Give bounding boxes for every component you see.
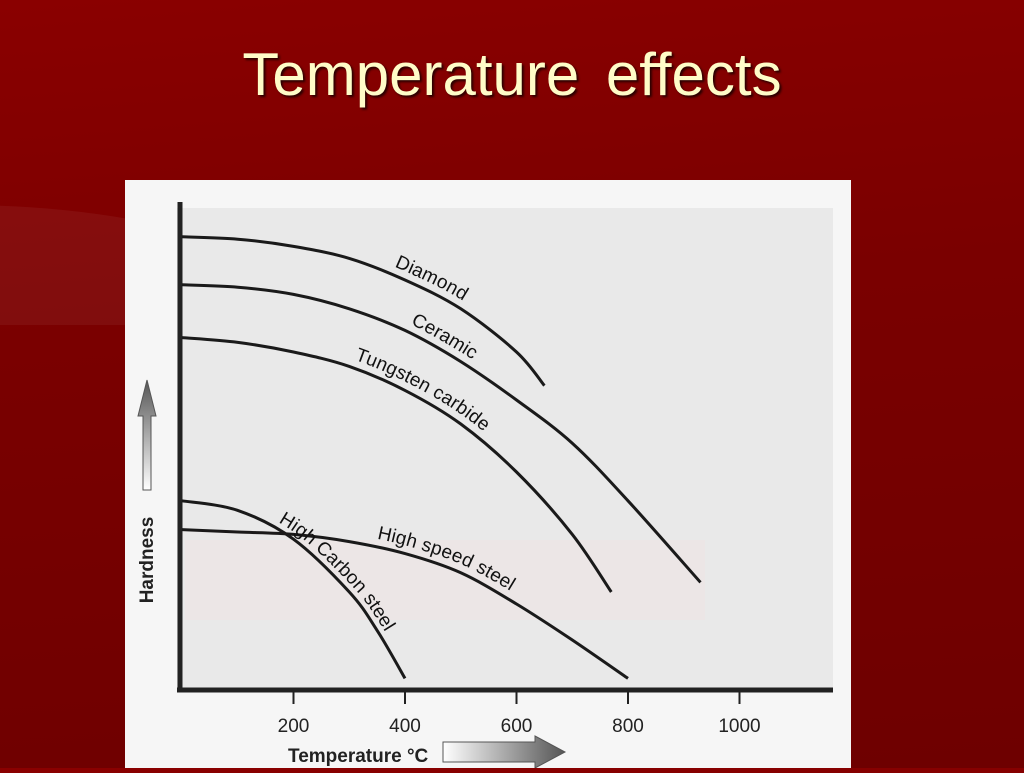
background-shadow bbox=[185, 540, 705, 620]
hardness-temperature-chart: 200 400 600 800 1000 DiamondCeramicTungsten … bbox=[137, 202, 833, 769]
x-tick-label: 800 bbox=[612, 716, 644, 737]
right-arrow-icon bbox=[442, 735, 567, 769]
series-line-diamond bbox=[181, 235, 546, 387]
x-axis-label: Temperature °C bbox=[288, 746, 429, 767]
y-axis-label: Hardness bbox=[137, 517, 158, 604]
x-tick-label: 600 bbox=[501, 716, 533, 737]
x-tick-label: 200 bbox=[278, 716, 310, 737]
up-arrow-icon bbox=[137, 379, 157, 491]
x-ticks: 200 400 600 800 1000 bbox=[278, 690, 761, 737]
series-line-high-carbon-steel bbox=[181, 499, 407, 680]
series-line-ceramic bbox=[181, 283, 702, 584]
series-line-tungsten-carbide bbox=[181, 336, 613, 593]
x-tick-label: 400 bbox=[389, 716, 421, 737]
slide-title: Temperature effects bbox=[242, 41, 782, 108]
series-line-high-speed-steel bbox=[181, 528, 629, 680]
x-tick-label: 1000 bbox=[718, 716, 760, 737]
chart-figure: 200 400 600 800 1000 Diamond Ceramic Tungsten … bbox=[125, 180, 851, 769]
